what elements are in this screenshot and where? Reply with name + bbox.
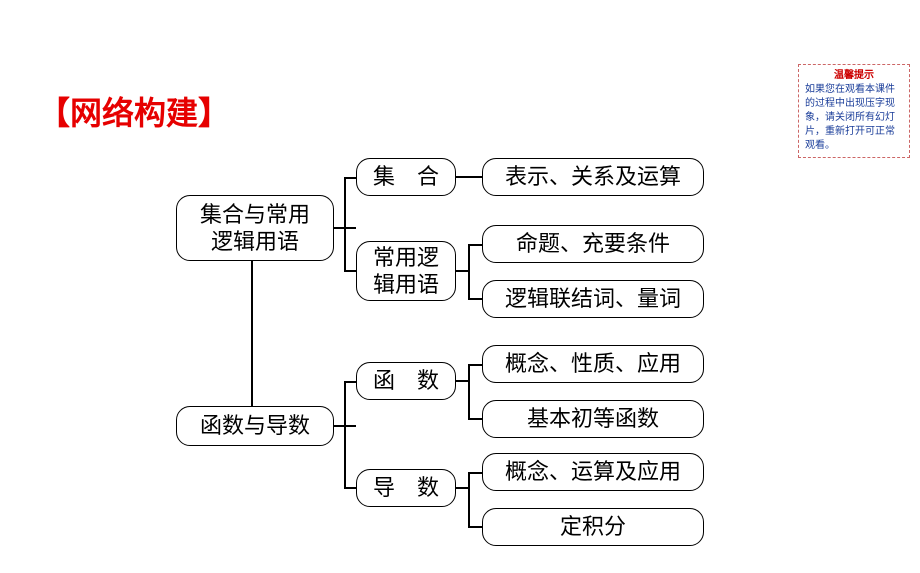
connector: [344, 177, 346, 272]
tree-node-n3: 集 合: [356, 158, 456, 196]
connector: [344, 270, 356, 272]
tree-node-n1: 集合与常用逻辑用语: [176, 195, 334, 261]
tree-node-n4: 常用逻辑用语: [356, 241, 456, 301]
connector: [344, 487, 356, 489]
tree-node-n6: 导 数: [356, 469, 456, 507]
connector: [468, 472, 470, 528]
connector: [344, 381, 356, 383]
connector: [468, 364, 470, 420]
tree-node-n8: 命题、充要条件: [482, 225, 704, 263]
connector: [468, 244, 470, 300]
tip-box: 温馨提示 如果您在观看本课件的过程中出现压字现象，请关闭所有幻灯片，重新打开可正…: [798, 64, 910, 158]
tree-node-n7: 表示、关系及运算: [482, 158, 704, 196]
tree-node-n12: 概念、运算及应用: [482, 453, 704, 491]
tree-node-n5: 函 数: [356, 362, 456, 400]
connector: [251, 261, 253, 406]
tip-body: 如果您在观看本课件的过程中出现压字现象，请关闭所有幻灯片，重新打开可正常观看。: [805, 83, 903, 153]
tree-node-n11: 基本初等函数: [482, 400, 704, 438]
tip-title: 温馨提示: [805, 69, 903, 83]
connector: [468, 244, 482, 246]
connector: [468, 364, 482, 366]
connector: [344, 177, 356, 179]
tree-node-n13: 定积分: [482, 508, 704, 546]
tree-node-n9: 逻辑联结词、量词: [482, 280, 704, 318]
connector: [344, 381, 346, 489]
connector: [468, 526, 482, 528]
connector: [468, 298, 482, 300]
connector: [468, 472, 482, 474]
tree-node-n10: 概念、性质、应用: [482, 345, 704, 383]
connector: [468, 418, 482, 420]
tree-node-n2: 函数与导数: [176, 406, 334, 446]
connector: [456, 176, 482, 178]
slide-title: 【网络构建】: [38, 88, 230, 134]
